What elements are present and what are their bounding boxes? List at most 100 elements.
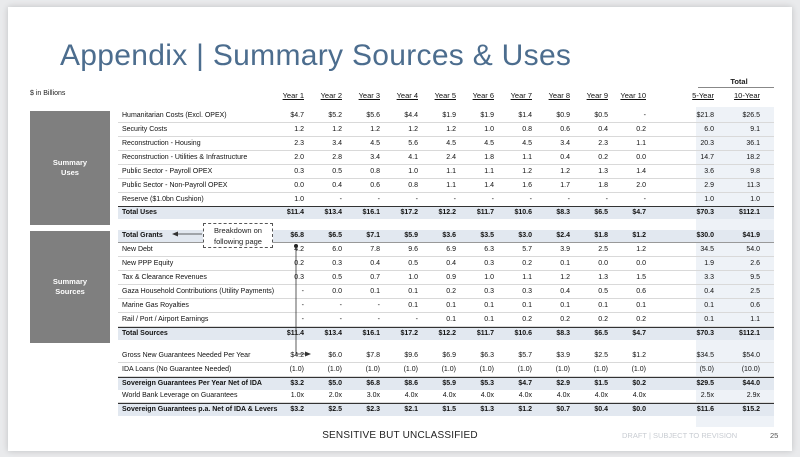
cell-value: $1.9 xyxy=(480,112,494,119)
cell-value: 4.0x xyxy=(556,392,570,399)
draft-watermark: DRAFT | SUBJECT TO REVISION xyxy=(622,431,738,440)
table-row: New PPP Equity 0.2 0.3 0.4 0.5 0.4 0.3 0.2 0.1 0.… xyxy=(118,258,774,271)
cell-value: $13.4 xyxy=(324,209,342,216)
cell-value: 2.5 xyxy=(750,288,760,295)
cell-value: 0.8 xyxy=(370,168,380,175)
cell-value: 0.9 xyxy=(446,274,456,281)
column-header: Year 5 xyxy=(434,91,456,100)
row-label: Total Uses xyxy=(122,209,157,216)
cell-value: 0.5 xyxy=(332,168,342,175)
cell-value: $41.9 xyxy=(742,232,760,239)
cell-value: $29.5 xyxy=(696,380,714,387)
cell-value: 2.5 xyxy=(598,246,608,253)
classification-footer: SENSITIVE BUT UNCLASSIFIED xyxy=(322,430,478,441)
cell-value: - xyxy=(529,196,532,203)
row-label: Public Sector - Payroll OPEX xyxy=(122,168,213,175)
cell-value: 1.3 xyxy=(598,274,608,281)
cell-value: $1.9 xyxy=(442,112,456,119)
cell-value: 0.3 xyxy=(484,288,494,295)
cell-value: $5.7 xyxy=(518,352,532,359)
cell-value: 4.0x xyxy=(480,392,494,399)
cell-value: $1.4 xyxy=(518,112,532,119)
cell-value: 3.4 xyxy=(560,140,570,147)
cell-value: (1.0) xyxy=(365,366,380,373)
table-row: Total Uses $11.4 $13.4 $16.1 $17.2 $12.2 $11.7… xyxy=(118,206,774,219)
row-label: Marine Gas Royalties xyxy=(122,302,189,309)
cell-value: (1.0) xyxy=(593,366,608,373)
cell-value: 0.1 xyxy=(636,302,646,309)
cell-value: $3.5 xyxy=(480,232,494,239)
cell-value: $5.3 xyxy=(480,380,494,387)
table-row: Rail / Port / Airport Earnings - - - - 0.1 0.1… xyxy=(118,314,774,327)
cell-value: 0.4 xyxy=(560,154,570,161)
cell-value: 1.2 xyxy=(408,126,418,133)
cell-value: 0.6 xyxy=(370,182,380,189)
cell-value: $2.9 xyxy=(556,380,570,387)
cell-value: 4.2 xyxy=(294,246,304,253)
cell-value: 1.0 xyxy=(484,126,494,133)
cell-value: 1.1 xyxy=(636,140,646,147)
cell-value: 0.1 xyxy=(484,302,494,309)
cell-value: $11.7 xyxy=(476,209,494,216)
cell-value: $6.8 xyxy=(290,232,304,239)
cell-value: 2.3 xyxy=(598,140,608,147)
cell-value: - xyxy=(301,302,304,309)
page-title: Appendix | Summary Sources & Uses xyxy=(60,39,572,72)
cell-value: $1.2 xyxy=(632,352,646,359)
cell-value: 2.6 xyxy=(750,260,760,267)
cell-value: 0.1 xyxy=(560,260,570,267)
cell-value: 6.0 xyxy=(704,126,714,133)
cell-value: $5.6 xyxy=(366,112,380,119)
cell-value: 0.3 xyxy=(332,260,342,267)
cell-value: 0.1 xyxy=(446,302,456,309)
cell-value: 1.8 xyxy=(484,154,494,161)
cell-value: 0.6 xyxy=(636,288,646,295)
cell-value: 3.4 xyxy=(332,140,342,147)
cell-value: 0.2 xyxy=(636,316,646,323)
cell-value: 9.1 xyxy=(750,126,760,133)
cell-value: 0.4 xyxy=(332,182,342,189)
table-row: Public Sector - Payroll OPEX 0.3 0.5 0.8 1.0… xyxy=(118,166,774,179)
cell-value: 1.1 xyxy=(446,182,456,189)
cell-value: 1.1 xyxy=(522,274,532,281)
cell-value: 0.1 xyxy=(704,302,714,309)
column-header: Year 2 xyxy=(320,91,342,100)
cell-value: 2.9x xyxy=(746,392,760,399)
cell-value: $8.3 xyxy=(556,330,570,337)
cell-value: $6.5 xyxy=(594,209,608,216)
cell-value: $15.2 xyxy=(742,406,760,413)
cell-value: - xyxy=(377,316,380,323)
cell-value: 1.0 xyxy=(294,196,304,203)
cell-value: - xyxy=(567,196,570,203)
cell-value: - xyxy=(377,302,380,309)
cell-value: 0.4 xyxy=(446,260,456,267)
cell-value: $44.0 xyxy=(742,380,760,387)
cell-value: 0.4 xyxy=(560,288,570,295)
column-header: Year 10 xyxy=(620,91,646,100)
cell-value: 0.2 xyxy=(446,288,456,295)
cell-value: $7.1 xyxy=(366,232,380,239)
cell-value: $6.3 xyxy=(480,352,494,359)
cell-value: (1.0) xyxy=(479,366,494,373)
cell-value: 1.4 xyxy=(636,168,646,175)
cell-value: 54.0 xyxy=(746,246,760,253)
cell-value: $0.7 xyxy=(556,406,570,413)
row-label: Rail / Port / Airport Earnings xyxy=(122,316,209,323)
cell-value: $1.8 xyxy=(594,232,608,239)
cell-value: $1.5 xyxy=(594,380,608,387)
row-label: New PPP Equity xyxy=(122,260,174,267)
row-label: Public Sector - Non-Payroll OPEX xyxy=(122,182,228,189)
cell-value: - xyxy=(415,316,418,323)
cell-value: $1.3 xyxy=(480,406,494,413)
cell-value: 0.1 xyxy=(408,302,418,309)
cell-value: - xyxy=(643,112,646,119)
cell-value: $1.2 xyxy=(632,232,646,239)
cell-value: $11.6 xyxy=(696,406,714,413)
cell-value: $11.4 xyxy=(286,330,304,337)
cell-value: 0.0 xyxy=(332,288,342,295)
table-row: Reconstruction - Utilities & Infrastruct… xyxy=(118,152,774,165)
cell-value: 0.4 xyxy=(370,260,380,267)
column-header: Year 3 xyxy=(358,91,380,100)
cell-value: $7.8 xyxy=(366,352,380,359)
cell-value: $8.3 xyxy=(556,209,570,216)
